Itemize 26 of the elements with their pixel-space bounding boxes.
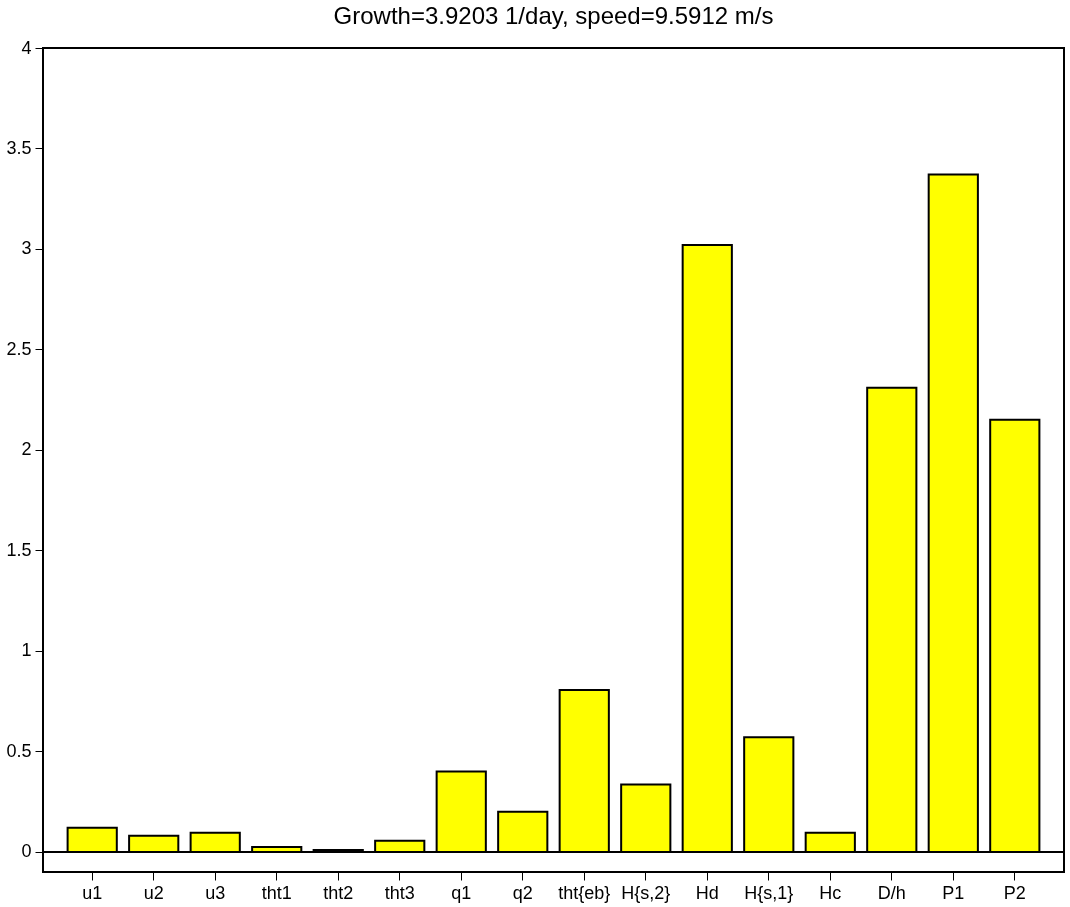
y-tick-label: 1.5 xyxy=(6,539,32,560)
x-tick-label: u3 xyxy=(205,882,226,903)
x-tick-label: P1 xyxy=(942,882,965,903)
x-tick-label: tht3 xyxy=(384,882,415,903)
y-tick-label: 0 xyxy=(21,841,32,862)
x-tick-label: tht{eb} xyxy=(558,882,611,903)
x-tick-label: D/h xyxy=(877,882,906,903)
x-tick-label: P2 xyxy=(1003,882,1026,903)
x-tick-label: u1 xyxy=(82,882,103,903)
y-tick-label: 4 xyxy=(21,37,32,58)
x-tick-label: Hd xyxy=(695,882,719,903)
x-tick-label: tht2 xyxy=(323,882,354,903)
y-tick-label: 3.5 xyxy=(6,137,32,158)
chart-title: Growth=3.9203 1/day, speed=9.5912 m/s xyxy=(333,2,774,29)
x-tick-label: q2 xyxy=(512,882,533,903)
y-tick-label: 0.5 xyxy=(6,740,32,761)
y-tick-label: 3 xyxy=(21,238,32,259)
x-tick-label: H{s,1} xyxy=(744,882,794,903)
x-tick-label: u2 xyxy=(143,882,164,903)
x-tick-label: Hc xyxy=(819,882,842,903)
y-tick-label: 2 xyxy=(21,439,32,460)
x-tick-label: q1 xyxy=(451,882,472,903)
x-tick-label: tht1 xyxy=(261,882,292,903)
y-tick-label: 2.5 xyxy=(6,338,32,359)
y-tick-label: 1 xyxy=(21,640,32,661)
x-tick-label: H{s,2} xyxy=(621,882,671,903)
